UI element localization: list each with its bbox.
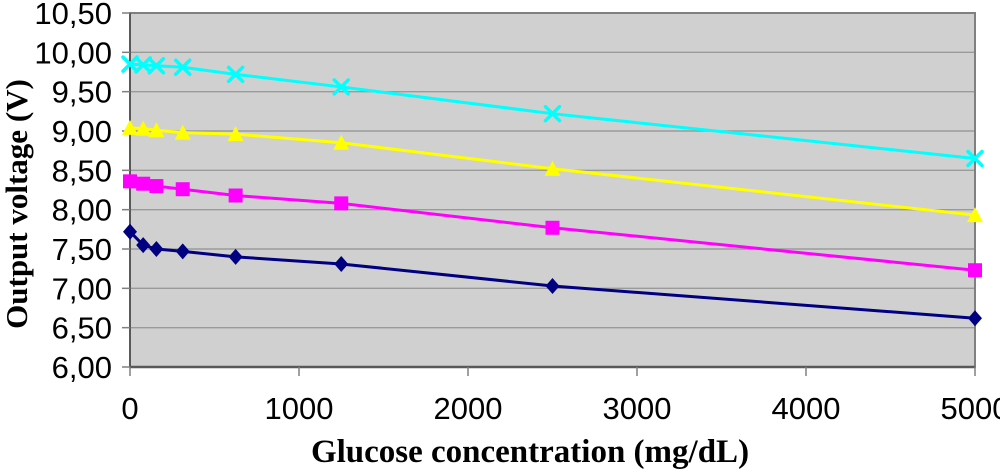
yellow-triangle-series-marker [122,119,138,135]
navy-diamond-series-marker [175,243,190,260]
y-tick-label: 6,50 [52,311,112,346]
x-tick-label: 4000 [772,391,841,426]
yellow-triangle-series-marker [135,120,152,136]
navy-diamond-series-marker [228,248,243,265]
x-tick-label: 1000 [265,391,334,426]
magenta-square-series-marker [175,182,190,197]
y-tick-label: 6,00 [52,350,112,385]
magenta-square-series-marker [149,179,164,194]
y-tick-label: 9,00 [52,114,112,149]
y-tick-label: 10,00 [34,35,112,70]
magenta-square-series-marker [545,220,560,235]
navy-diamond-series-marker [968,310,982,327]
cyan-x-series-marker [226,65,245,84]
magenta-square-series-marker [334,196,349,211]
cyan-x-series-marker [147,56,166,75]
cyan-x-series-marker [134,56,152,74]
navy-diamond-series-marker [149,241,164,257]
yellow-triangle-series-marker [544,160,561,176]
navy-diamond-series-marker [136,237,151,254]
y-tick-label: 8,50 [52,153,112,188]
magenta-square-series-marker [123,174,137,189]
cyan-x-series-marker [173,58,192,77]
navy-diamond-series-marker [334,255,349,272]
x-tick-label: 0 [121,391,138,426]
y-tick-label: 7,50 [52,232,112,267]
cyan-x-series-marker [332,78,350,96]
x-axis-title: Glucose concentration (mg/dL) [310,434,750,470]
y-tick-label: 10,50 [34,0,112,31]
yellow-triangle-series-marker [227,126,244,142]
cyan-x-series-marker [121,55,139,73]
x-tick-label: 3000 [603,391,672,426]
yellow-triangle-series-marker [333,134,350,150]
y-tick-label: 8,00 [52,193,112,228]
x-tick-label: 5000 [941,391,1000,426]
magenta-square-series-marker [968,263,982,278]
navy-diamond-series-marker [123,223,137,240]
plot-background [130,13,975,367]
y-tick-label: 7,00 [52,271,112,306]
y-axis-title: Output voltage (V) [0,79,34,329]
x-tick-label: 2000 [434,391,503,426]
yellow-triangle-series-marker [174,124,191,140]
navy-diamond-series-marker [545,277,560,294]
yellow-triangle-series-marker [967,207,983,223]
magenta-square-series-marker [136,176,151,191]
yellow-triangle-series-marker [148,122,165,138]
cyan-x-series-marker [966,149,984,168]
y-tick-label: 9,50 [52,75,112,110]
magenta-square-series-marker [228,188,243,203]
cyan-x-series-marker [543,104,562,123]
